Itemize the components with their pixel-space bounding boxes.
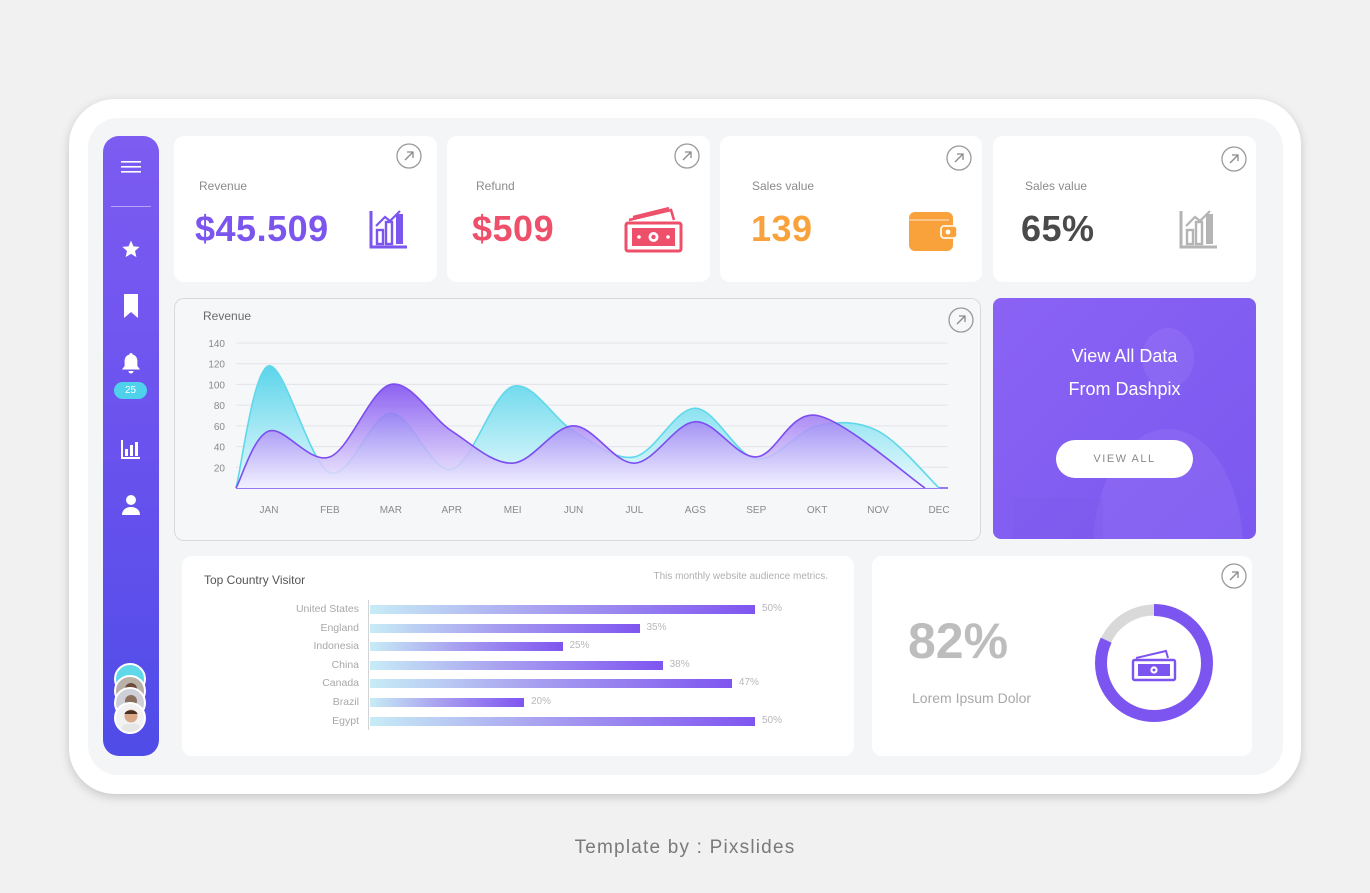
stat-value: 65% — [1021, 208, 1095, 249]
sidebar-divider — [111, 206, 151, 207]
star-icon[interactable] — [103, 237, 159, 261]
y-tick-label: 20 — [214, 463, 226, 474]
country-bar — [370, 605, 755, 614]
country-bar — [370, 716, 755, 726]
stat-value: $509 — [472, 208, 555, 249]
promo-banner: View All Data From Dashpix VIEW ALL — [993, 298, 1256, 539]
y-tick-label: 140 — [208, 339, 225, 350]
revenue-chart-card: Revenue 140 120 100 80 60 40 20 JAN FEB MAR APR MEI… — [174, 298, 981, 541]
country-percent: 35% — [646, 621, 667, 633]
donut-card: 82% Lorem Ipsum Dolor — [872, 556, 1252, 756]
stat-card-revenue: Revenue $45.509 — [174, 136, 437, 282]
chart-title: Revenue — [203, 309, 252, 323]
footer-credit: Template by : Pixslides — [574, 837, 796, 858]
x-tick-label: FEB — [320, 505, 340, 516]
country-bar — [370, 642, 563, 652]
promo-title-line1: View All Data — [1071, 346, 1178, 366]
axis-line — [368, 600, 369, 730]
x-tick-label: MAR — [380, 505, 402, 516]
y-tick-label: 120 — [208, 360, 225, 371]
country-percent: 50% — [762, 714, 783, 726]
x-tick-label: SEP — [746, 505, 766, 516]
country-subtitle: This monthly website audience metrics. — [653, 571, 828, 582]
sidebar: 25 — [103, 136, 159, 756]
donut-arc — [1095, 604, 1213, 722]
stat-label: Sales value — [752, 179, 815, 193]
x-tick-label: OKT — [807, 505, 828, 516]
stat-value: $45.509 — [195, 208, 329, 249]
x-tick-label: MEI — [504, 505, 522, 516]
x-tick-label: JAN — [260, 505, 279, 516]
promo-title-line2: From Dashpix — [1068, 379, 1181, 399]
bar-chart-icon[interactable] — [103, 438, 159, 460]
country-name: China — [331, 658, 359, 671]
donut-chart — [1095, 604, 1213, 722]
country-name: England — [320, 621, 359, 634]
money-icon — [1131, 649, 1177, 682]
stat-label: Revenue — [199, 179, 248, 193]
avatar[interactable] — [114, 702, 146, 734]
y-tick-label: 60 — [214, 422, 226, 433]
arrow-up-right-icon[interactable] — [1221, 146, 1247, 172]
notification-badge: 25 — [114, 382, 147, 399]
menu-icon[interactable] — [103, 158, 159, 176]
bar-chart-icon — [1179, 210, 1217, 249]
stat-card-sales: Sales value 139 — [720, 136, 982, 282]
country-percent: 20% — [531, 696, 552, 707]
arrow-up-right-icon[interactable] — [946, 145, 972, 171]
arrow-up-right-icon[interactable] — [674, 143, 700, 169]
avatar-stack[interactable] — [114, 663, 148, 738]
wallet-icon — [909, 212, 957, 251]
series-purple-area — [236, 384, 925, 488]
series-purple-line — [235, 383, 926, 489]
country-name: Brazil — [332, 696, 359, 708]
stat-card-sales-percent: Sales value 65% — [993, 136, 1256, 282]
view-all-button[interactable]: VIEW ALL — [1056, 440, 1193, 478]
country-percent: 25% — [569, 640, 590, 652]
x-tick-label: JUL — [626, 505, 644, 516]
stat-value: 139 — [751, 208, 813, 249]
country-name: Egypt — [332, 714, 359, 727]
country-percent: 47% — [738, 677, 759, 689]
top-country-card: Top Country Visitor This monthly website… — [182, 556, 854, 756]
arrow-up-right-icon[interactable] — [396, 143, 422, 169]
revenue-chart: 140 120 100 80 60 40 20 JAN FEB MAR APR MEI JUN JUL AG… — [208, 339, 949, 516]
country-bar — [370, 623, 640, 633]
country-name: United States — [295, 603, 359, 615]
country-title: Top Country Visitor — [204, 573, 306, 587]
country-percent: 50% — [762, 603, 783, 614]
country-bar — [370, 660, 663, 670]
user-icon[interactable] — [103, 494, 159, 516]
y-tick-label: 100 — [208, 380, 225, 391]
donut-caption: Lorem Ipsum Dolor — [912, 690, 1032, 706]
country-name: Indonesia — [313, 640, 359, 653]
stat-card-refund: Refund $509 — [447, 136, 710, 282]
x-tick-label: NOV — [867, 505, 889, 516]
bar-chart-icon — [369, 210, 407, 249]
x-tick-label: DEC — [928, 505, 949, 516]
arrow-up-right-icon[interactable] — [948, 307, 974, 333]
stat-label: Refund — [476, 179, 515, 193]
country-name: Canada — [322, 677, 359, 690]
x-tick-label: JUN — [564, 505, 583, 516]
x-tick-label: AGS — [685, 505, 706, 516]
y-tick-label: 80 — [214, 401, 226, 412]
country-bar — [370, 698, 524, 707]
bell-icon[interactable] — [103, 352, 159, 376]
bookmark-icon[interactable] — [103, 293, 159, 319]
country-percent: 38% — [669, 658, 690, 670]
country-bar — [370, 679, 732, 689]
stat-label: Sales value — [1025, 179, 1088, 193]
donut-value: 82% — [908, 613, 1009, 669]
money-icon — [624, 206, 683, 253]
y-tick-label: 40 — [214, 443, 226, 454]
arrow-up-right-icon[interactable] — [1221, 563, 1247, 589]
x-tick-label: APR — [441, 505, 462, 516]
person-photo-overlay — [1013, 328, 1243, 539]
